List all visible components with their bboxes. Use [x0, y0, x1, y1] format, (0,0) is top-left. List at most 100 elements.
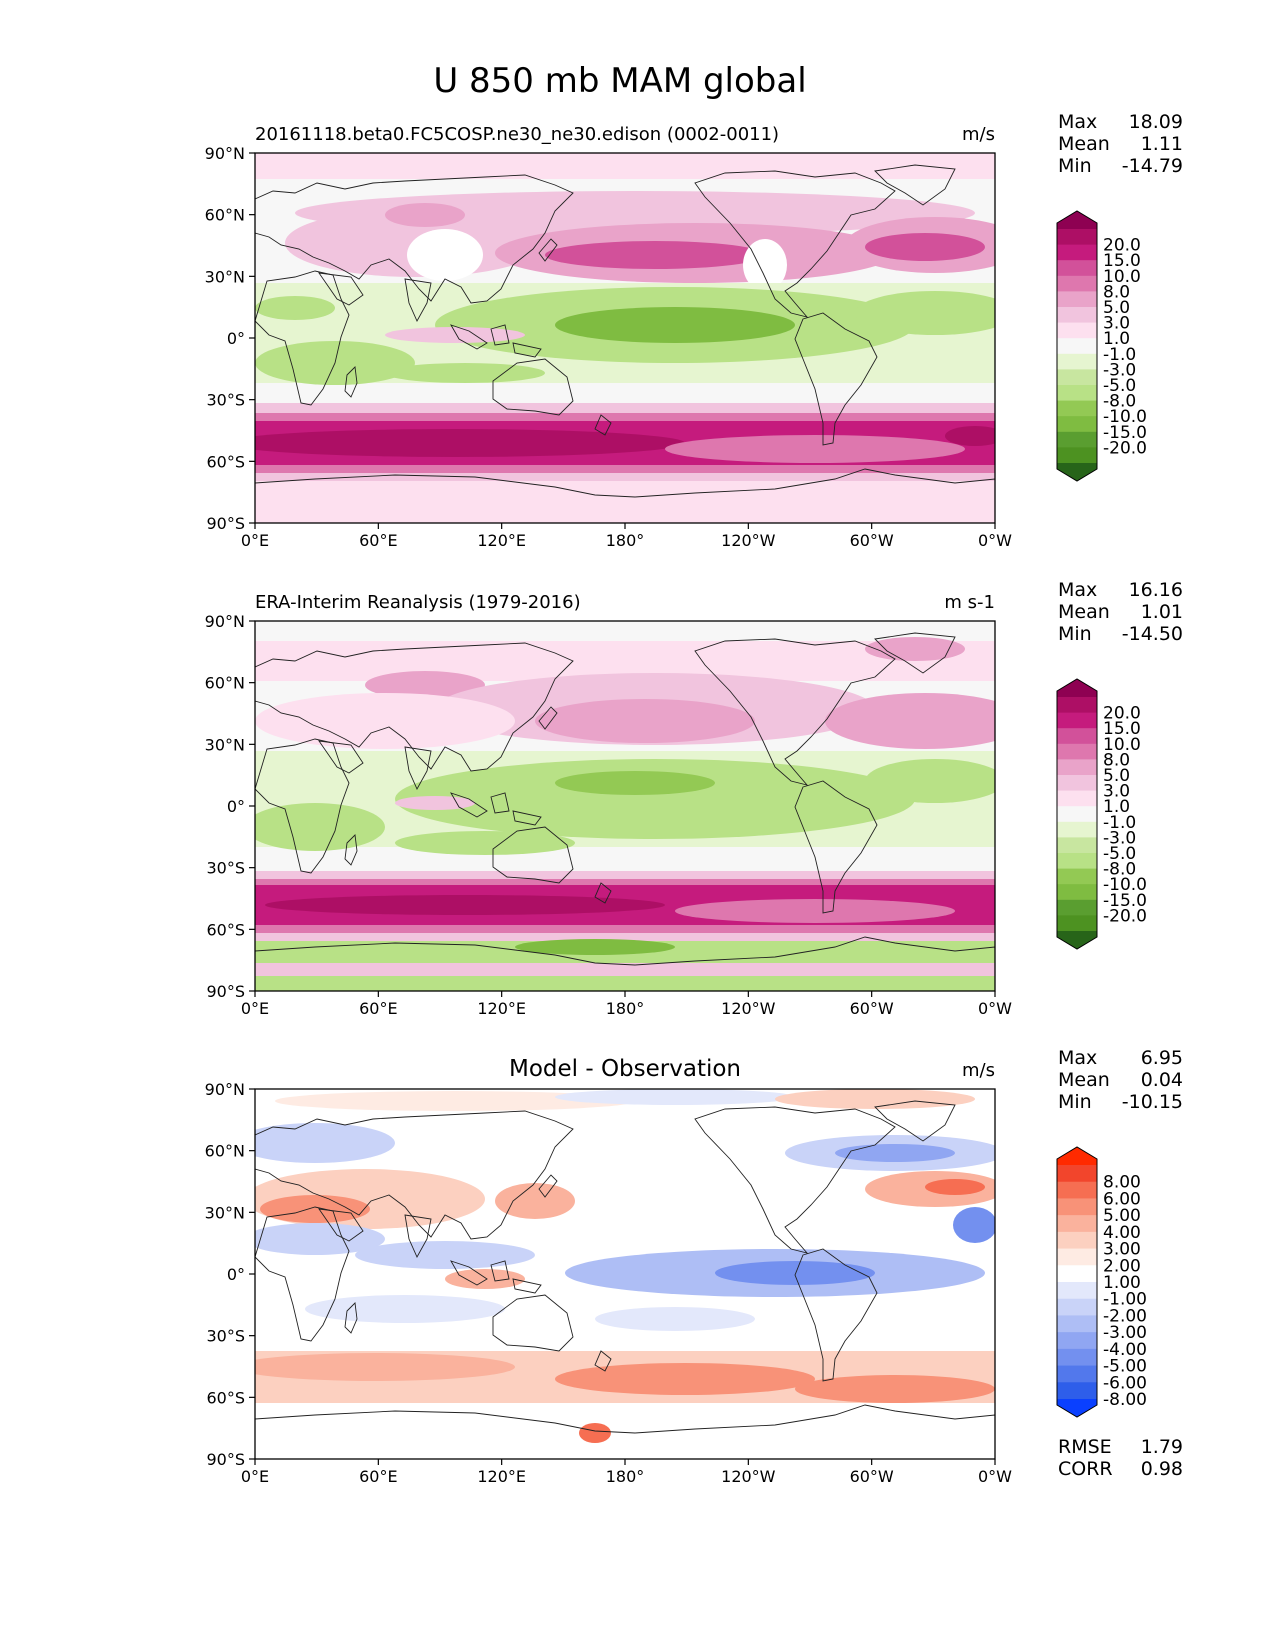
axes-model: 0°E 60°E 120°E 180° 120°W 60°W 0°W 90°N 60°N 30°N…	[205, 111, 1183, 550]
y-tick-label: 30°N	[205, 1203, 245, 1222]
colorbar-segment	[1057, 338, 1097, 355]
map-model	[255, 153, 995, 523]
x-tick-label: 60°E	[359, 1467, 397, 1486]
x-tick-label: 120°E	[477, 1467, 526, 1486]
stat-label: Min	[1058, 155, 1092, 177]
panel-title: Model - Observation	[509, 1056, 741, 1082]
stat-label: Max	[1058, 111, 1097, 133]
panel-model: 20161118.beta0.FC5COSP.ne30_ne30.edison …	[254, 124, 996, 524]
colorbar-label: 15.0	[1103, 719, 1141, 739]
colorbar-extend-bottom	[1057, 463, 1097, 481]
panel-title: 20161118.beta0.FC5COSP.ne30_ne30.edison …	[255, 124, 779, 145]
colorbar-segment	[1057, 1282, 1097, 1300]
colorbar-label: -20.0	[1103, 438, 1147, 458]
colorbar-label: -15.0	[1103, 423, 1147, 443]
colorbar-segment	[1057, 369, 1097, 386]
y-tick-label: 0°	[227, 797, 245, 816]
metric-value: 1.79	[1141, 1436, 1183, 1458]
colorbar-label: 3.00	[1103, 1240, 1141, 1260]
colorbar: 20.015.010.08.05.03.01.0-1.0-3.0-5.0-8.0…	[1056, 678, 1147, 950]
x-tick-label: 120°W	[721, 1467, 776, 1486]
stat-value: 6.95	[1141, 1047, 1183, 1069]
stat-value: 16.16	[1129, 579, 1183, 601]
colorbar-label: -5.0	[1103, 844, 1136, 864]
stat-value: -10.15	[1122, 1091, 1183, 1113]
colorbar-label: 20.0	[1103, 704, 1141, 724]
y-tick-label: 90°S	[206, 514, 245, 533]
colorbar-label: 20.0	[1103, 236, 1141, 256]
y-tick-label: 90°S	[206, 1450, 245, 1469]
colorbar-extend-top	[1057, 211, 1097, 229]
colorbar-label: -10.0	[1103, 875, 1147, 895]
colorbar-label: -6.00	[1103, 1373, 1147, 1393]
y-tick-label: 60°N	[205, 674, 245, 693]
colorbar-segment	[1057, 431, 1097, 448]
colorbar-segment	[1057, 1215, 1097, 1233]
y-tick-label: 60°S	[206, 1388, 245, 1407]
colorbar-segment	[1057, 790, 1097, 807]
colorbar-segment	[1057, 322, 1097, 339]
colorbar-label: 1.0	[1103, 329, 1130, 349]
y-tick-label: 30°S	[206, 859, 245, 878]
colorbar-segment	[1057, 1181, 1097, 1200]
stat-label: Mean	[1058, 1069, 1110, 1091]
stat-value: -14.50	[1122, 623, 1183, 645]
colorbar-segment	[1057, 1332, 1097, 1350]
y-tick-label: 60°N	[205, 206, 245, 225]
x-tick-label: 60°W	[850, 1467, 894, 1486]
colorbar-outline	[1056, 210, 1098, 482]
colorbar-label: -5.00	[1103, 1357, 1147, 1377]
colorbar-label: -8.0	[1103, 392, 1136, 412]
colorbar-segment	[1057, 447, 1097, 464]
colorbar-segment	[1057, 1382, 1097, 1400]
x-tick-label: 0°W	[978, 1467, 1012, 1486]
colorbar-label: 8.0	[1103, 282, 1130, 302]
colorbar-segment	[1057, 1165, 1097, 1183]
x-tick-label: 60°W	[850, 999, 894, 1018]
colorbar-extend-bottom	[1057, 1399, 1097, 1417]
colorbar-label: -1.0	[1103, 345, 1136, 365]
colorbar: 20.015.010.08.05.03.01.0-1.0-3.0-5.0-8.0…	[1056, 210, 1147, 482]
stat-label: Mean	[1058, 601, 1110, 623]
x-tick-label: 0°E	[241, 531, 269, 550]
colorbar-extend-bottom	[1057, 931, 1097, 949]
colorbar-segment	[1057, 1298, 1097, 1317]
colorbar-segment	[1057, 291, 1097, 308]
colorbar-segment	[1057, 728, 1097, 745]
colorbar-label: -1.0	[1103, 813, 1136, 833]
colorbar-label: -15.0	[1103, 891, 1147, 911]
map-diff	[255, 1089, 995, 1459]
colorbar-label: -2.00	[1103, 1306, 1147, 1326]
y-tick-label: 60°N	[205, 1142, 245, 1161]
metric-value: 0.98	[1141, 1458, 1183, 1480]
map-obs	[255, 621, 995, 991]
colorbar-label: 1.00	[1103, 1273, 1141, 1293]
y-tick-label: 60°S	[206, 452, 245, 471]
x-tick-label: 0°E	[241, 1467, 269, 1486]
colorbar-label: -1.00	[1103, 1290, 1147, 1310]
stat-label: Min	[1058, 623, 1092, 645]
stat-label: Min	[1058, 1091, 1092, 1113]
colorbar-segment	[1057, 853, 1097, 870]
units-label: m s-1	[944, 592, 995, 613]
figure-title: U 850 mb MAM global	[433, 61, 806, 101]
stat-value: 18.09	[1129, 111, 1183, 133]
colorbar-segment	[1057, 1348, 1097, 1367]
colorbar-segment	[1057, 697, 1097, 714]
colorbar-segment	[1057, 868, 1097, 885]
panel-title: ERA-Interim Reanalysis (1979-2016)	[255, 592, 581, 613]
colorbar-label: 5.0	[1103, 766, 1130, 786]
panel-obs: ERA-Interim Reanalysis (1979-2016) m s-1	[254, 592, 996, 992]
y-tick-label: 30°S	[206, 1327, 245, 1346]
units-label: m/s	[962, 124, 995, 145]
colorbar-label: -3.00	[1103, 1323, 1147, 1343]
colorbar-label: 10.0	[1103, 267, 1141, 287]
units-label: m/s	[962, 1060, 995, 1081]
colorbar-segment	[1057, 775, 1097, 792]
x-tick-label: 180°	[606, 531, 645, 550]
colorbar-outline	[1056, 678, 1098, 950]
colorbar: 8.006.005.004.003.002.001.00-1.00-2.00-3…	[1056, 1146, 1147, 1418]
x-tick-label: 0°W	[978, 531, 1012, 550]
x-tick-label: 60°E	[359, 531, 397, 550]
metric-label: CORR	[1058, 1458, 1113, 1480]
